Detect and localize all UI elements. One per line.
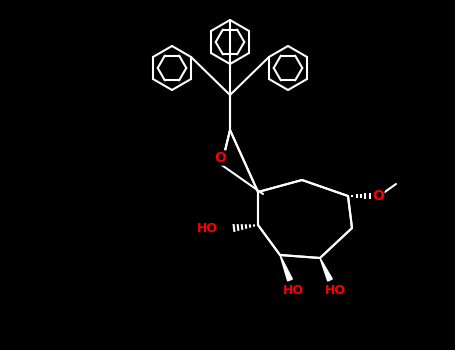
- Polygon shape: [280, 255, 292, 281]
- Text: HO: HO: [197, 222, 218, 235]
- Text: O: O: [214, 151, 226, 165]
- Text: HO: HO: [324, 284, 345, 296]
- Text: HO: HO: [283, 284, 303, 296]
- Text: O: O: [372, 189, 384, 203]
- Polygon shape: [320, 258, 332, 281]
